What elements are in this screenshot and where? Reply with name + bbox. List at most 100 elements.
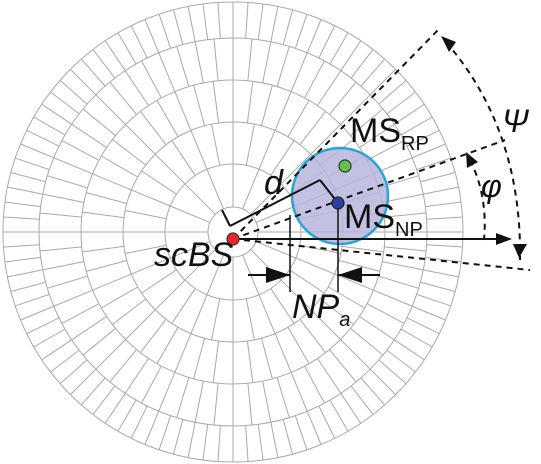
- grid-spoke: [423, 186, 459, 195]
- grid-spoke: [26, 129, 60, 147]
- grid-spoke: [350, 328, 384, 356]
- grid-spoke: [294, 415, 308, 450]
- grid-spoke: [242, 168, 260, 210]
- grid-spoke: [217, 2, 221, 39]
- grid-spoke: [299, 318, 326, 353]
- np-arrowhead-right: [338, 267, 362, 283]
- grid-spoke: [213, 383, 219, 426]
- np-arrowhead-left: [266, 267, 290, 283]
- grid-spoke: [169, 241, 211, 259]
- grid-spoke: [86, 259, 127, 272]
- grid-spoke: [26, 317, 60, 335]
- grid-spoke: [112, 139, 147, 166]
- polar-grid: [2, 1, 464, 463]
- grid-spoke: [104, 40, 126, 71]
- grid-spoke: [423, 269, 459, 278]
- grid-spoke: [59, 79, 88, 105]
- grid-spoke: [274, 91, 292, 131]
- grid-spoke: [109, 81, 137, 115]
- base-station-dot: [226, 232, 240, 246]
- grid-spoke: [247, 383, 253, 426]
- grid-spoke: [369, 368, 396, 395]
- grid-spoke: [95, 339, 126, 370]
- dashed-ray-phi: [232, 139, 506, 240]
- grid-spoke: [194, 41, 204, 84]
- grid-spoke: [334, 273, 374, 291]
- grid-spoke: [141, 269, 177, 294]
- grid-spoke: [250, 183, 282, 215]
- grid-spoke: [318, 25, 336, 59]
- grid-spoke: [420, 171, 456, 183]
- grid-spoke: [246, 81, 254, 124]
- grid-spoke: [280, 153, 312, 185]
- label-ms-rp: MSRP: [350, 112, 429, 155]
- grid-spoke: [304, 365, 325, 404]
- reference-axis-arrowhead: [496, 233, 512, 245]
- grid-spoke: [112, 298, 147, 325]
- grid-spoke: [171, 140, 196, 176]
- grid-spoke: [61, 140, 100, 161]
- grid-spoke: [10, 281, 46, 293]
- grid-spoke: [339, 259, 380, 272]
- grid-spoke: [245, 2, 249, 39]
- grid-spoke: [70, 69, 97, 96]
- grid-spoke: [80, 377, 106, 406]
- distance-line: [229, 179, 321, 227]
- np-dot: [331, 196, 345, 210]
- grid-spoke: [15, 293, 50, 307]
- grid-spoke: [386, 349, 416, 373]
- grid-spoke: [82, 211, 125, 219]
- grid-spoke: [86, 192, 127, 205]
- grid-spoke: [42, 261, 85, 271]
- grid-spoke: [306, 19, 322, 53]
- grid-spoke: [426, 216, 463, 220]
- grid-spoke: [39, 212, 82, 218]
- grid-spoke: [328, 286, 365, 309]
- grid-spoke: [317, 358, 342, 394]
- grid-spoke: [82, 245, 125, 253]
- grid-spoke: [176, 46, 190, 87]
- grid-spoke: [247, 38, 253, 81]
- grid-spoke: [71, 316, 107, 341]
- grid-spoke: [131, 189, 171, 207]
- grid-spoke: [329, 349, 357, 383]
- grid-spoke: [276, 377, 290, 418]
- grid-spoke: [310, 124, 341, 155]
- grid-spoke: [386, 91, 416, 115]
- grid-spoke: [190, 294, 208, 334]
- grid-spoke: [130, 25, 148, 59]
- grid-spoke: [158, 372, 176, 412]
- grid-spoke: [82, 108, 116, 136]
- grid-spoke: [295, 257, 335, 275]
- grid-spoke: [245, 298, 255, 340]
- grid-spoke: [341, 245, 384, 253]
- grid-spoke: [270, 140, 295, 176]
- grid-spoke: [171, 288, 196, 324]
- grid-spoke: [7, 269, 43, 278]
- dashed-ray-lower: [232, 238, 531, 271]
- grid-spoke: [169, 205, 211, 223]
- grid-spoke: [3, 244, 40, 248]
- grid-spoke: [4, 201, 41, 208]
- grid-spoke: [287, 327, 310, 364]
- grid-spoke: [101, 286, 138, 309]
- grid-spoke: [140, 111, 167, 146]
- grid-spoke: [176, 377, 190, 418]
- grid-spoke: [381, 261, 424, 271]
- grid-spoke: [340, 40, 362, 71]
- grid-spoke: [206, 254, 224, 296]
- grid-spoke: [202, 3, 209, 40]
- grid-spoke: [117, 399, 137, 432]
- rp-dot: [338, 159, 352, 173]
- grid-spoke: [101, 155, 138, 178]
- grid-spoke: [369, 69, 396, 96]
- grid-spoke: [258, 294, 276, 334]
- grid-spoke: [50, 349, 80, 373]
- grid-spoke: [174, 91, 192, 131]
- grid-spoke: [319, 298, 354, 325]
- grid-spoke: [378, 359, 407, 385]
- grid-spoke: [394, 339, 425, 361]
- grid-spoke: [262, 380, 272, 423]
- grid-spoke: [366, 303, 405, 324]
- grid-spoke: [304, 60, 325, 99]
